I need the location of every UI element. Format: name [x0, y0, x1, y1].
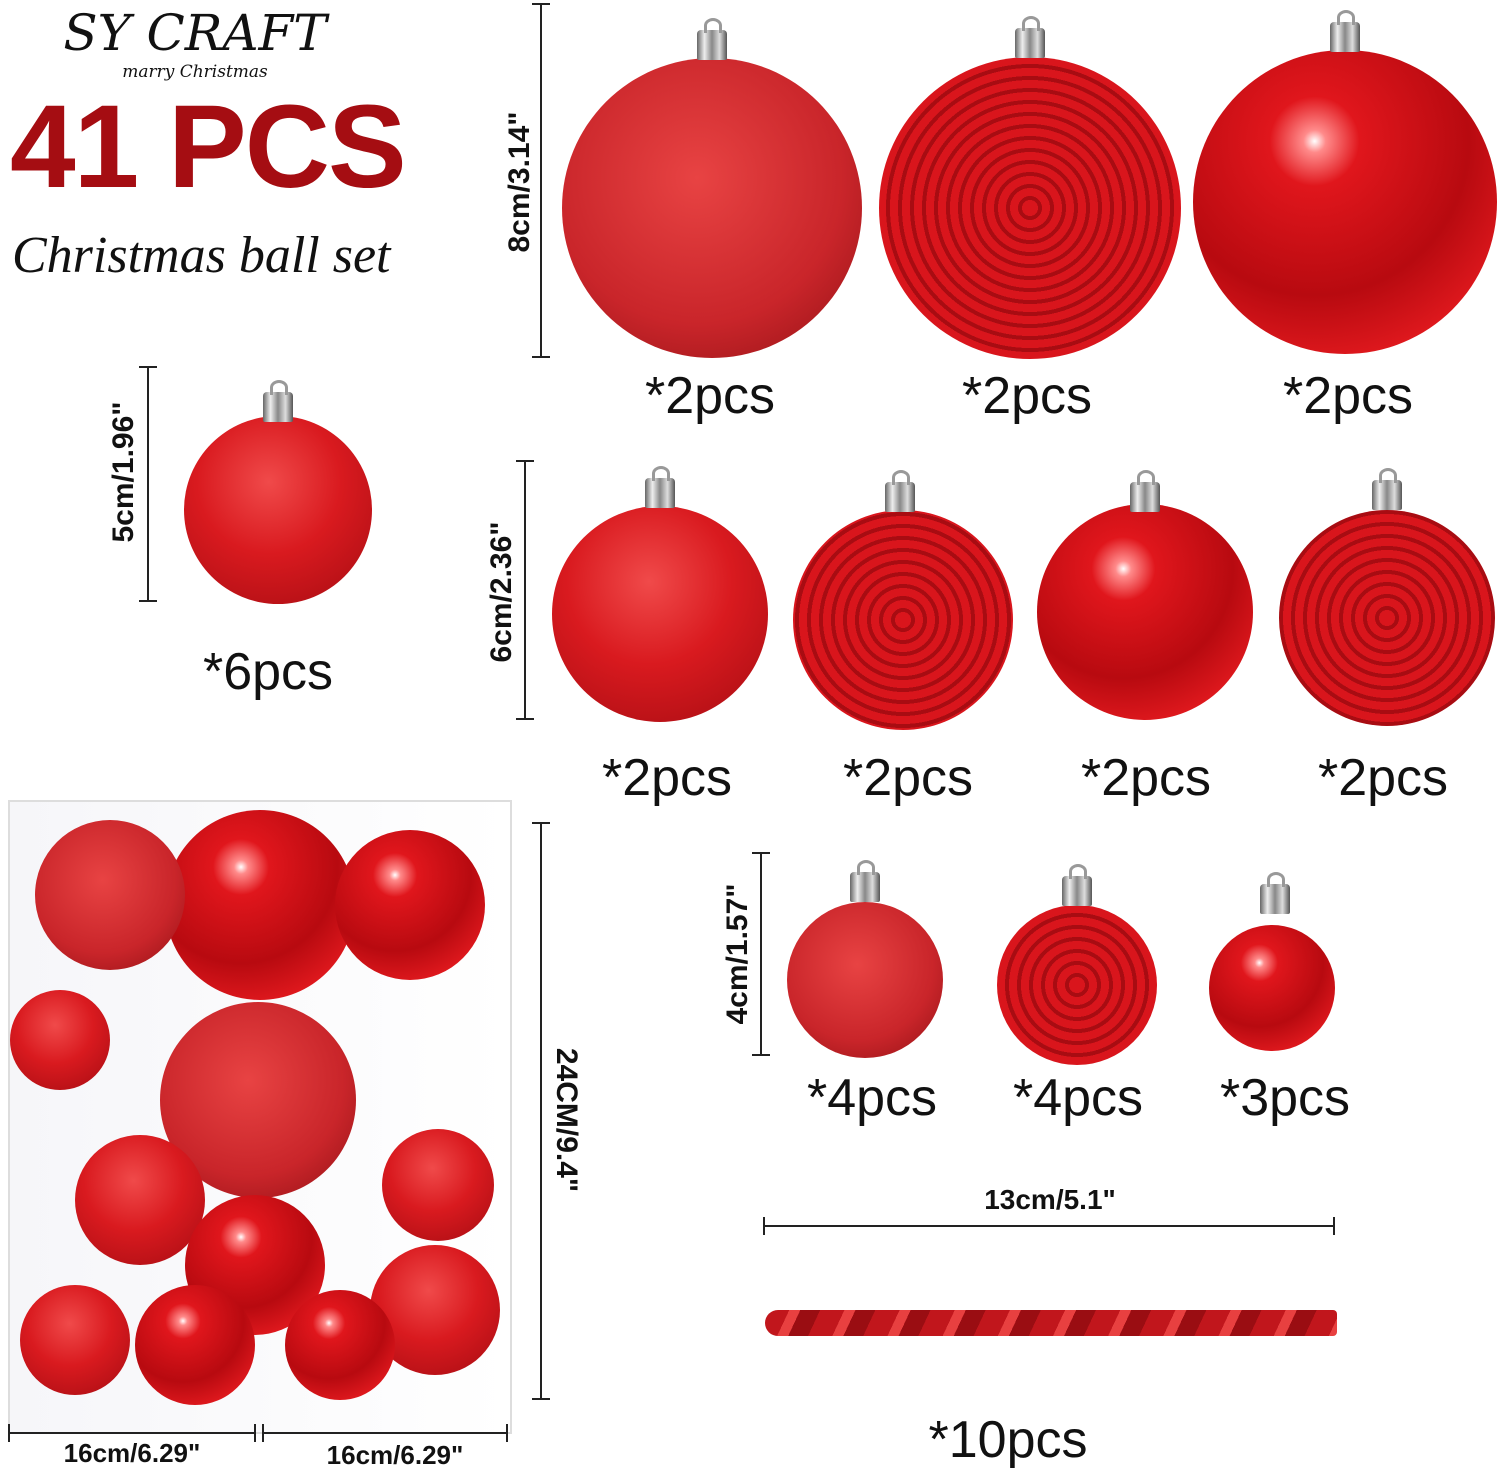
ornament-in-box: [285, 1290, 395, 1400]
ornament-glitter-4cm: [787, 902, 943, 1058]
ornament-in-box: [10, 990, 110, 1090]
ornament-feather-6cm: [1279, 510, 1495, 726]
dimension-label-5cm: 5cm/1.96": [107, 401, 140, 543]
ornament-cap: [697, 18, 727, 60]
ornament-in-box: [382, 1129, 494, 1241]
dimension-line-box-width: [8, 1424, 256, 1442]
qty-label: *2pcs: [1282, 367, 1414, 425]
dimension-line-13cm: [763, 1217, 1335, 1235]
dimension-line-box-height: [532, 822, 550, 1400]
dimension-label-box-height: 24CM/9.4": [550, 1047, 583, 1193]
brand-tagline: marry Christmas: [122, 62, 268, 82]
qty-label: *2pcs: [644, 367, 776, 425]
product-subtitle: Christmas ball set: [12, 227, 391, 284]
ornament-shiny-6cm: [1037, 504, 1253, 720]
ornament-in-box: [335, 830, 485, 980]
glitter-icicle-ornament: [765, 1310, 1337, 1336]
qty-label: *2pcs: [842, 749, 974, 807]
ornament-cap: [1130, 470, 1160, 512]
ornament-cap: [1260, 872, 1290, 914]
qty-label: *3pcs: [1219, 1069, 1351, 1127]
ornament-cap: [1372, 468, 1402, 510]
ornament-glitter-large: [562, 58, 862, 358]
ornament-matte-6cm: [552, 506, 768, 722]
dimension-label-6cm: 6cm/2.36": [485, 521, 518, 663]
ornament-tree-4cm: [997, 905, 1157, 1065]
ornament-cap: [263, 380, 293, 422]
qty-label: *2pcs: [1317, 749, 1449, 807]
dimension-label-box-depth: 16cm/6.29": [326, 1440, 464, 1470]
ornament-in-box: [20, 1285, 130, 1395]
qty-label: *2pcs: [601, 749, 733, 807]
qty-label: *2pcs: [961, 367, 1093, 425]
dimension-label-4cm: 4cm/1.57": [721, 883, 754, 1025]
qty-label: *4pcs: [1012, 1069, 1144, 1127]
ornament-in-box: [135, 1285, 255, 1405]
dimension-line-box-depth: [262, 1424, 508, 1442]
ornament-floral-6cm: [793, 510, 1013, 730]
dimension-line-5cm: [139, 366, 157, 602]
dimension-line-4cm: [752, 852, 770, 1056]
dimension-label-box-width: 16cm/6.29": [63, 1438, 201, 1468]
ornament-in-box: [165, 810, 355, 1000]
ornament-in-box: [35, 820, 185, 970]
ornament-shiny-large: [1193, 50, 1497, 354]
qty-label: *2pcs: [1080, 749, 1212, 807]
ornament-sleigh-large: [879, 57, 1181, 359]
ornament-cap: [1330, 10, 1360, 52]
piece-count: 41 PCS: [10, 81, 407, 213]
qty-label: *6pcs: [202, 643, 334, 701]
qty-label: *4pcs: [806, 1069, 938, 1127]
ornament-in-box: [75, 1135, 205, 1265]
qty-label: *10pcs: [928, 1411, 1088, 1469]
brand-logo: SY CRAFT: [63, 4, 327, 62]
ornament-cap: [1015, 16, 1045, 58]
ornament-cap: [645, 466, 675, 508]
dimension-label-13cm: 13cm/5.1": [984, 1184, 1116, 1215]
dimension-label-8cm: 8cm/3.14": [503, 111, 536, 253]
ornament-matte-5cm: [184, 416, 372, 604]
dimension-line-8cm: [532, 3, 550, 358]
ornament-shiny-4cm: [1209, 925, 1335, 1051]
ornament-cap: [850, 860, 880, 902]
dimension-line-6cm: [516, 460, 534, 720]
ornament-cap: [1062, 864, 1092, 906]
ornament-cap: [885, 470, 915, 512]
